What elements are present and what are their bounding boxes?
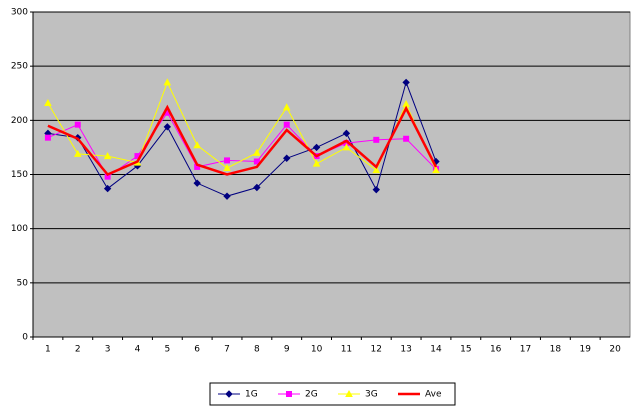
x-tick-label: 2	[75, 345, 81, 355]
marker	[193, 179, 201, 187]
marker	[253, 148, 261, 156]
y-tick-label: 100	[11, 224, 28, 234]
x-tick-label: 13	[400, 345, 411, 355]
x-tick-label: 6	[194, 345, 200, 355]
marker	[223, 163, 231, 171]
legend-box	[209, 382, 456, 406]
marker	[163, 78, 172, 86]
marker	[283, 154, 291, 162]
x-tick-label: 14	[430, 345, 442, 355]
y-tick-label: 300	[11, 8, 28, 18]
y-tick-label: 200	[11, 116, 28, 126]
x-tick-label: 10	[311, 345, 323, 355]
x-tick-label: 19	[579, 345, 591, 355]
x-tick-label: 9	[284, 345, 290, 355]
marker	[283, 121, 290, 128]
marker	[312, 159, 321, 167]
marker	[282, 103, 291, 111]
marker	[342, 129, 351, 138]
x-tick-label: 17	[520, 345, 531, 355]
marker	[73, 149, 82, 157]
x-tick-label: 4	[135, 345, 141, 355]
marker	[193, 141, 202, 149]
marker	[286, 391, 292, 397]
x-tick-label: 15	[460, 345, 471, 355]
marker	[225, 390, 233, 398]
x-tick-label: 1	[45, 345, 51, 355]
series-line	[47, 104, 438, 177]
marker	[103, 184, 112, 193]
x-tick-label: 16	[490, 345, 502, 355]
x-tick-label: 18	[550, 345, 562, 355]
marker	[253, 158, 260, 165]
marker	[312, 143, 321, 152]
x-tick-label: 11	[341, 345, 352, 355]
x-tick-label: 8	[254, 345, 260, 355]
marker	[432, 166, 440, 174]
marker	[44, 134, 51, 141]
x-tick-label: 12	[371, 345, 382, 355]
series-line	[47, 80, 437, 197]
marker	[345, 389, 353, 397]
y-tick-label: 250	[11, 62, 28, 72]
marker	[342, 143, 351, 151]
marker	[372, 185, 380, 194]
marker	[372, 166, 381, 174]
legend-label: 1G	[245, 390, 258, 400]
marker	[402, 78, 410, 87]
marker	[223, 192, 231, 200]
marker	[224, 157, 231, 164]
marker	[44, 98, 52, 106]
y-tick-label: 0	[22, 333, 28, 343]
marker	[163, 123, 172, 131]
y-tick-label: 150	[11, 170, 28, 180]
series-line	[47, 81, 437, 171]
x-tick-label: 3	[105, 345, 111, 355]
x-tick-label: 5	[164, 345, 170, 355]
legend-label: Ave	[425, 390, 442, 400]
legend-label: 2G	[305, 390, 318, 400]
marker	[373, 136, 380, 143]
legend-label: 3G	[365, 390, 378, 400]
y-tick-label: 50	[17, 278, 29, 288]
marker	[103, 152, 112, 160]
marker	[403, 135, 410, 142]
marker	[253, 183, 261, 192]
x-tick-label: 20	[609, 345, 621, 355]
x-tick-label: 7	[224, 345, 230, 355]
marker	[74, 121, 81, 128]
